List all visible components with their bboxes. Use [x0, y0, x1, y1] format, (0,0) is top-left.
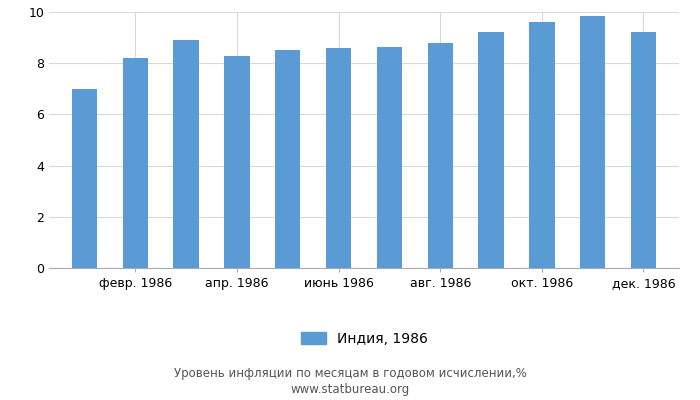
Bar: [428, 43, 453, 268]
Bar: [122, 58, 148, 268]
Bar: [631, 32, 656, 268]
Bar: [580, 16, 606, 268]
Text: Уровень инфляции по месяцам в годовом исчислении,%: Уровень инфляции по месяцам в годовом ис…: [174, 368, 526, 380]
Legend: Индия, 1986: Индия, 1986: [295, 326, 433, 351]
Text: www.statbureau.org: www.statbureau.org: [290, 384, 410, 396]
Bar: [72, 89, 97, 268]
Bar: [224, 56, 250, 268]
Bar: [529, 22, 554, 268]
Bar: [174, 40, 199, 268]
Bar: [377, 46, 402, 268]
Bar: [275, 50, 300, 268]
Bar: [326, 48, 351, 268]
Bar: [478, 32, 504, 268]
